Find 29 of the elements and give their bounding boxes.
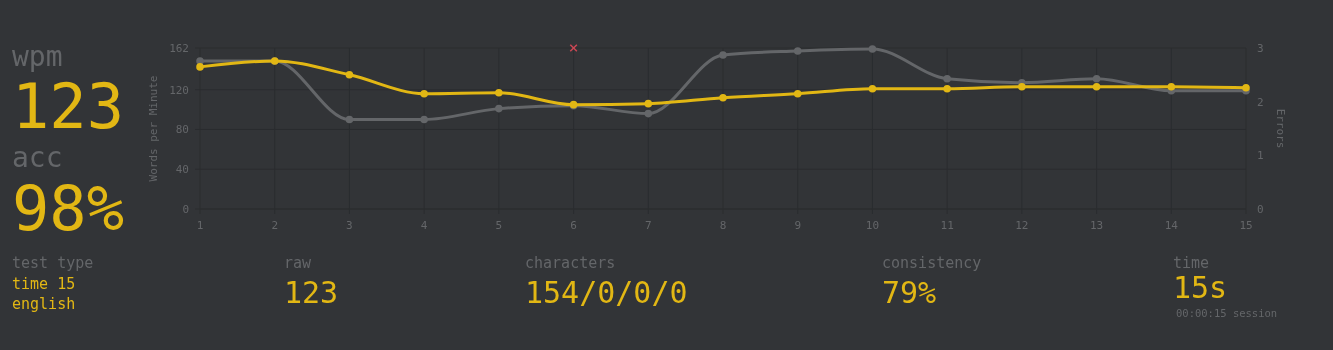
text: 123 (284, 275, 339, 310)
text: english (12, 295, 76, 313)
point (644, 99, 653, 108)
point (868, 45, 877, 53)
point (868, 84, 877, 93)
text: time 15 (12, 275, 76, 293)
point (793, 89, 802, 98)
point (719, 93, 727, 102)
text: 98% (12, 172, 124, 245)
point (793, 47, 802, 55)
point (345, 71, 354, 79)
text: 123 (12, 70, 124, 143)
point (943, 84, 951, 93)
point (345, 115, 354, 124)
point (1092, 82, 1101, 91)
text: 79% (882, 275, 937, 310)
point (1092, 75, 1101, 83)
point (420, 115, 428, 124)
point (1018, 82, 1026, 91)
point (495, 88, 503, 97)
point (943, 75, 951, 83)
point (644, 109, 653, 118)
point (420, 89, 428, 98)
point (1167, 82, 1176, 91)
text: 15s (1173, 270, 1228, 305)
point (495, 104, 503, 113)
point (196, 63, 204, 71)
text: 154/0/0/0 (525, 275, 688, 310)
point (719, 51, 727, 59)
